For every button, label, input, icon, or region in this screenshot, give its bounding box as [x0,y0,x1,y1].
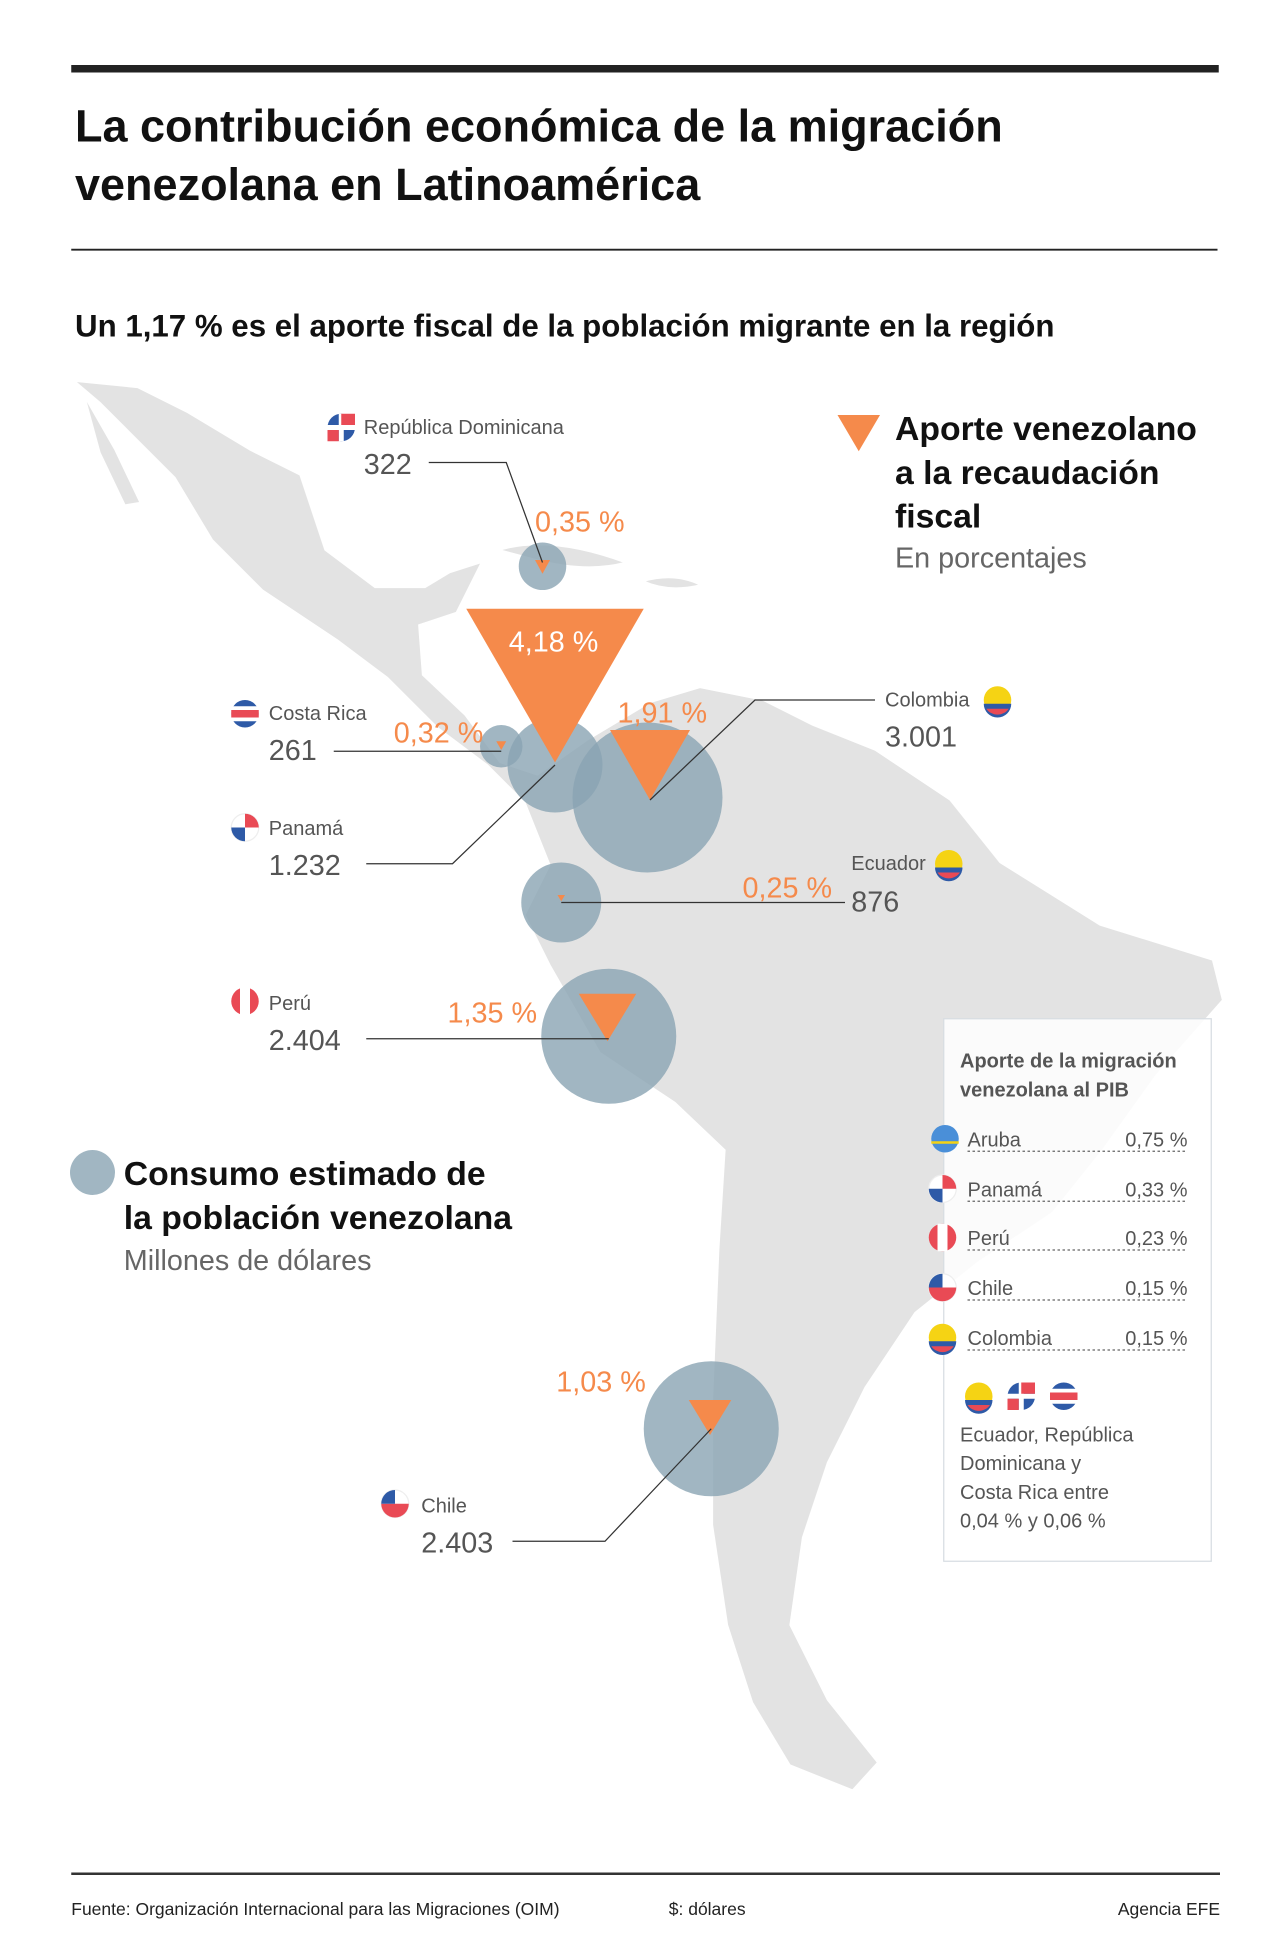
gdp-row: Aruba 0,75 % [931,1125,1188,1153]
pct-costa-rica: 0,32 % [394,718,484,750]
label-chile: Chile [421,1496,467,1518]
pct-chile: 1,03 % [556,1366,646,1398]
gdp-row-country: Colombia [968,1328,1053,1350]
label-costa-rica: Costa Rica [269,703,368,725]
gdp-row-value: 0,23 % [1125,1228,1187,1250]
top-rule [71,65,1219,73]
pct-peru: 1,35 % [448,998,538,1030]
title-line2: venezolana en Latinoamérica [75,159,701,210]
gdp-row-value: 0,33 % [1125,1179,1187,1201]
flag-ecuador-icon [935,850,963,882]
pct-dominican-republic: 0,35 % [535,506,625,538]
triangle-colombia [610,730,690,800]
gdp-row-country: Perú [968,1228,1010,1250]
fiscal-legend-line2: a la recaudación [895,454,1160,492]
gdp-row-country: Chile [968,1278,1014,1300]
leader-lines [333,461,875,1542]
bubble-colombia [572,722,723,873]
value-costa-rica: 261 [269,735,317,767]
title-line1: La contribución económica de la migració… [75,100,1003,151]
flag-chile-icon [380,1489,410,1519]
value-ecuador: 876 [851,886,899,918]
flag-panama-icon [230,813,260,842]
circle-legend-icon [70,1150,115,1195]
gdp-row-value: 0,15 % [1125,1278,1187,1300]
subtitle: Un 1,17 % es el aporte fiscal de la pobl… [75,308,1054,343]
gdp-row: Chile 0,15 % [928,1273,1188,1302]
flag-dominican-republic-icon [1007,1382,1035,1410]
triangle-dominican-republic [535,560,550,574]
gdp-box-title-line2: venezolana al PIB [960,1079,1129,1101]
triangle-chile [688,1400,732,1435]
flag-colombia-icon [983,686,1012,718]
flag-ecuador-icon [965,1382,993,1414]
gdp-contribution-box: Aporte de la migración venezolana al PIB… [928,1018,1212,1562]
triangle-legend-icon [837,415,880,452]
pct-panama: 4,18 % [509,626,599,658]
gdp-box-note-line4: 0,04 % y 0,06 % [960,1511,1106,1533]
triangle-ecuador [557,895,565,902]
value-chile: 2.403 [421,1528,493,1560]
label-dominican-republic: República Dominicana [364,417,565,439]
triangle-peru [578,993,637,1042]
value-dominican-republic: 322 [364,449,412,481]
footer-rule [71,1872,1220,1875]
gdp-row-country: Aruba [968,1129,1022,1151]
value-colombia: 3.001 [885,721,957,753]
triangle-panama [466,608,644,763]
pct-colombia: 1,91 % [618,698,708,730]
fiscal-legend-unit: En porcentajes [895,543,1087,575]
gdp-box-note-line3: Costa Rica entre [960,1482,1109,1504]
land-hispaniola [641,577,702,589]
gdp-box-title-line1: Aporte de la migración [960,1051,1177,1073]
land-baja [84,397,141,506]
label-colombia: Colombia [885,689,970,711]
value-peru: 2.404 [269,1025,341,1057]
gdp-box-note-line2: Dominicana y [960,1453,1081,1475]
footer-currency: $: dólares [669,1899,746,1919]
label-ecuador: Ecuador [851,853,926,875]
gdp-row-value: 0,75 % [1125,1129,1187,1151]
consumption-legend-unit: Millones de dólares [124,1245,372,1277]
fiscal-triangles [466,560,732,1435]
pct-ecuador: 0,25 % [743,873,833,905]
gdp-row: Perú 0,23 % [928,1223,1188,1252]
consumption-legend-line2: la población venezolana [124,1199,512,1237]
fiscal-legend-line3: fiscal [895,498,981,536]
gdp-row: Colombia 0,15 % [928,1323,1188,1355]
flag-peru-icon [231,987,259,1015]
flag-costa-rica-icon [231,700,259,728]
gdp-row-value: 0,15 % [1125,1328,1187,1350]
label-panama: Panamá [269,818,344,840]
title-rule [71,248,1218,251]
consumption-legend-line1: Consumo estimado de [124,1155,486,1193]
triangle-costa-rica [496,741,507,750]
fiscal-legend-line1: Aporte venezolano [895,410,1197,448]
value-panama: 1.232 [269,850,341,882]
gdp-row: Panamá 0,33 % [928,1174,1188,1204]
gdp-row-country: Panamá [968,1179,1043,1201]
footer-credit: Agencia EFE [1118,1899,1220,1919]
flag-dominican-republic-icon [327,413,355,442]
gdp-box-note-line1: Ecuador, República [960,1424,1134,1446]
footer-source: Fuente: Organización Internacional para … [71,1899,559,1919]
flag-costa-rica-icon [1050,1382,1078,1410]
label-peru: Perú [269,993,311,1015]
